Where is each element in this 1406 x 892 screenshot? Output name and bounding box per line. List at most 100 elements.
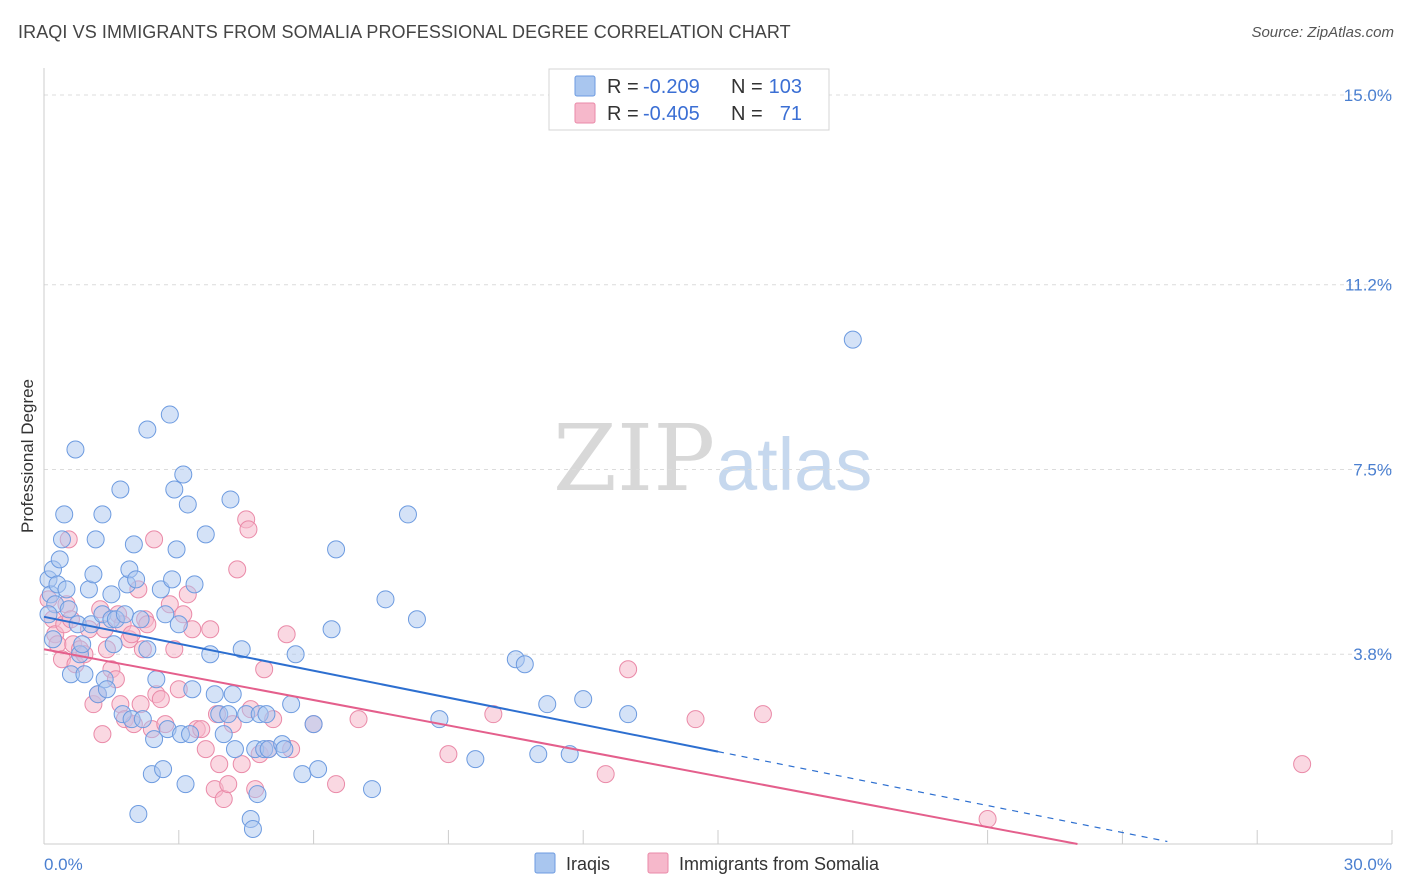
somalia-point-65 [277, 625, 296, 644]
iraqi-point-18 [79, 580, 98, 599]
somalia-point-37 [151, 690, 170, 709]
iraqi-point-86 [293, 765, 312, 784]
iraqi-point-49 [156, 605, 175, 624]
series-somalia-points [39, 510, 1312, 829]
iraqi-point-20 [84, 565, 103, 584]
source-label: Source: ZipAtlas.com [1251, 24, 1394, 41]
iraqi-point-89 [322, 620, 341, 639]
somalia-point-75 [753, 705, 772, 724]
iraqi-point-23 [93, 505, 112, 524]
iraqi-point-102 [515, 655, 534, 674]
iraqi-point-93 [398, 505, 417, 524]
legend-swatch-iraqis [574, 75, 596, 97]
iraqi-point-55 [169, 615, 188, 634]
iraqi-point-99 [538, 695, 557, 714]
somalia-point-72 [596, 765, 615, 784]
x-tick-label-1: 30.0% [1344, 855, 1392, 874]
iraqi-point-29 [104, 635, 123, 654]
somalia-point-52 [214, 790, 233, 809]
iraqi-point-16 [73, 635, 92, 654]
watermark-atlas: atlas [716, 423, 872, 506]
iraqi-point-61 [183, 680, 202, 699]
iraqi-point-41 [133, 710, 152, 729]
iraqi-point-38 [127, 570, 146, 589]
iraqi-point-27 [102, 585, 121, 604]
legend-n-label-1: N = [731, 76, 763, 98]
trend-line-iraqis [43, 615, 719, 753]
somalia-point-40 [165, 640, 184, 659]
bottom-legend-swatch-somalia [647, 852, 669, 874]
series-iraqis-points [39, 330, 862, 839]
iraqi-point-71 [225, 740, 244, 759]
iraqi-point-37 [124, 535, 143, 554]
axes [43, 68, 1393, 845]
somalia-point-69 [349, 710, 368, 729]
chart-title: IRAQI VS IMMIGRANTS FROM SOMALIA PROFESS… [18, 22, 791, 42]
iraqi-point-43 [138, 420, 157, 439]
iraqi-point-33 [115, 605, 134, 624]
somalia-point-68 [327, 775, 346, 794]
watermark-zip: ZIP [553, 405, 715, 512]
iraqi-point-45 [145, 730, 164, 749]
y-tick-label-3: 15.0% [1344, 86, 1392, 105]
iraqi-point-7 [52, 530, 71, 549]
iraqi-point-85 [286, 645, 305, 664]
legend-r-value-2: -0.405 [643, 103, 700, 125]
iraqi-point-75 [243, 820, 262, 839]
legend-r-value-1: -0.209 [643, 76, 700, 98]
iraqi-point-17 [75, 665, 94, 684]
somalia-point-53 [219, 775, 238, 794]
somalia-point-62 [255, 660, 274, 679]
legend-r-label-1: R = [607, 76, 639, 98]
iraqi-point-96 [466, 750, 485, 769]
iraqi-point-94 [407, 610, 426, 629]
y-tick-label-2: 11.2% [1345, 276, 1392, 295]
somalia-point-74 [686, 710, 705, 729]
iraqi-point-101 [574, 690, 593, 709]
iraqi-point-91 [363, 780, 382, 799]
iraqi-point-21 [86, 530, 105, 549]
watermark: ZIP atlas [553, 405, 872, 512]
iraqi-point-53 [165, 480, 184, 499]
iraqi-point-8 [43, 630, 62, 649]
bottom-legend-label-somalia: Immigrants from Somalia [679, 854, 880, 874]
iraqi-point-70 [223, 685, 242, 704]
iraqi-point-88 [309, 760, 328, 779]
legend-n-value-1: 103 [769, 76, 802, 98]
iraqi-point-54 [167, 540, 186, 559]
somalia-point-30 [131, 695, 150, 714]
bottom-legend-swatch-iraqis [534, 852, 556, 874]
somalia-point-48 [201, 620, 220, 639]
trend-line-somalia [43, 648, 1078, 845]
legend-r-label-2: R = [607, 103, 639, 125]
iraqi-point-103 [619, 705, 638, 724]
iraqi-point-6 [50, 550, 69, 569]
iraqi-point-72 [232, 640, 251, 659]
iraqi-point-13 [66, 440, 85, 459]
iraqi-point-40 [131, 610, 150, 629]
somalia-point-55 [228, 560, 247, 579]
iraqi-point-47 [151, 580, 170, 599]
legend-n-label-2: N = [731, 103, 763, 125]
iraqi-point-65 [205, 685, 224, 704]
grid-lines [44, 94, 1392, 655]
iraqi-point-51 [160, 405, 179, 424]
somalia-point-73 [619, 660, 638, 679]
somalia-point-56 [232, 755, 251, 774]
somalia-point-77 [1293, 755, 1312, 774]
iraqi-point-77 [248, 785, 267, 804]
iraqi-point-52 [163, 570, 182, 589]
y-tick-label-0: 3.8% [1353, 645, 1392, 664]
iraqi-point-92 [376, 590, 395, 609]
iraqi-point-10 [57, 580, 76, 599]
somalia-point-47 [196, 740, 215, 759]
somalia-point-51 [210, 755, 229, 774]
bottom-legend-label-iraqis: Iraqis [566, 854, 610, 874]
legend-swatch-somalia [574, 102, 596, 124]
iraqi-point-63 [196, 525, 215, 544]
iraqi-point-31 [111, 480, 130, 499]
iraqi-point-42 [138, 640, 157, 659]
trend-lines [43, 615, 1168, 845]
iraqi-point-57 [174, 465, 193, 484]
